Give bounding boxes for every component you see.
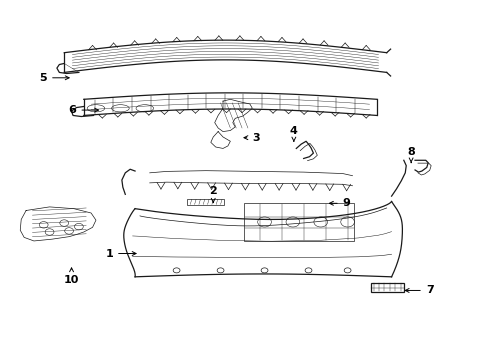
Text: 7: 7	[405, 285, 434, 296]
Text: 9: 9	[329, 198, 351, 208]
Text: 1: 1	[105, 248, 136, 258]
Text: 4: 4	[290, 126, 298, 141]
Text: 5: 5	[40, 73, 69, 83]
Text: 2: 2	[209, 186, 217, 202]
Text: 10: 10	[64, 268, 79, 285]
Text: 3: 3	[244, 133, 260, 143]
Text: 8: 8	[407, 147, 415, 163]
Text: 6: 6	[69, 105, 98, 115]
